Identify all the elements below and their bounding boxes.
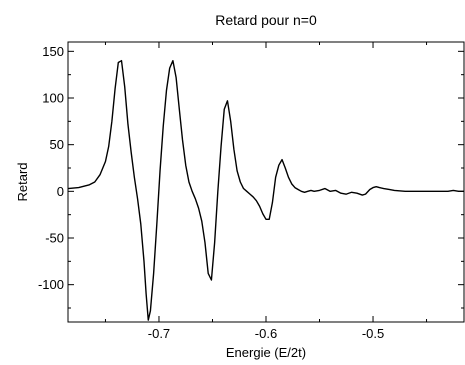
- y-tick-label: 150: [42, 44, 64, 59]
- series-line: [67, 59, 464, 321]
- y-tick-label: 0: [57, 184, 64, 199]
- x-tick-label: -0.5: [362, 326, 384, 341]
- y-tick-label: -50: [45, 231, 64, 246]
- x-axis-label: Energie (E/2t): [226, 345, 306, 360]
- chart-title: Retard pour n=0: [215, 12, 317, 28]
- y-tick-label: 50: [50, 137, 64, 152]
- axis-tick-labels: -0.7 -0.6 -0.5 -100 -50 0 50 100 150: [38, 44, 384, 341]
- x-tick-label: -0.7: [148, 326, 170, 341]
- y-tick-label: 100: [42, 91, 64, 106]
- x-tick-label: -0.6: [255, 326, 277, 341]
- plot-frame: [67, 41, 465, 323]
- y-tick-label: -100: [38, 277, 64, 292]
- y-axis-label: Retard: [15, 162, 30, 201]
- axis-ticks: [68, 42, 464, 322]
